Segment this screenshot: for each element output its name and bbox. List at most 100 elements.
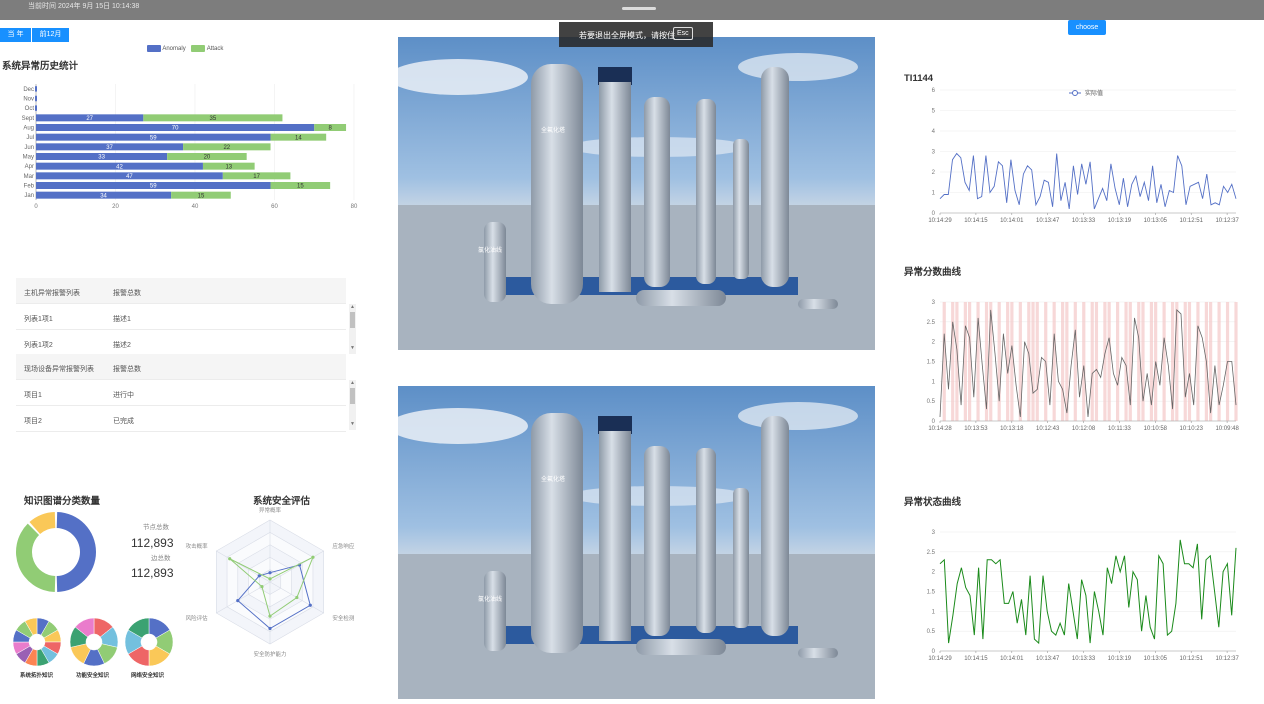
y-tick-label: 5 bbox=[932, 109, 936, 115]
ti1144-title: TI1144 bbox=[904, 73, 934, 84]
x-tick-label: 10:11:33 bbox=[1108, 426, 1132, 432]
ring-slice bbox=[74, 617, 95, 638]
anomaly-band bbox=[1006, 302, 1010, 421]
anomaly-band bbox=[942, 302, 946, 421]
ring-label-topology: 系统拓扑知识 bbox=[20, 673, 54, 679]
bar-value-label: 14 bbox=[295, 135, 302, 141]
x-tick-label: 60 bbox=[271, 204, 278, 210]
mini-ring-network bbox=[124, 617, 174, 667]
host-table-header-name: 主机异常报警列表 bbox=[24, 290, 80, 297]
x-tick-label: 20 bbox=[112, 204, 119, 210]
scrollbar-thumb[interactable] bbox=[350, 312, 355, 328]
table-header: 现场设备异常报警列表 报警总数 bbox=[16, 354, 346, 380]
y-tick-label: 2 bbox=[932, 170, 936, 176]
edge-total-label: 边总数 bbox=[151, 555, 171, 562]
last-12-months-button[interactable]: 前12月 bbox=[32, 28, 69, 42]
scroll-down-icon[interactable]: ▼ bbox=[350, 421, 355, 427]
radar-point bbox=[260, 585, 264, 589]
y-tick-label: Sept bbox=[22, 116, 35, 122]
anomaly-band bbox=[1187, 302, 1192, 421]
x-tick-label: 10:13:05 bbox=[1144, 218, 1168, 224]
x-tick-label: 10:10:23 bbox=[1180, 426, 1204, 432]
esc-key-badge: Esc bbox=[673, 27, 693, 40]
bar-segment bbox=[202, 162, 255, 170]
anomaly-band bbox=[1183, 302, 1187, 421]
anomaly-band bbox=[968, 302, 972, 421]
donut-slice bbox=[16, 523, 56, 592]
bar-value-label: 8 bbox=[328, 126, 332, 132]
bar-value-label: 13 bbox=[225, 164, 232, 170]
radar-point bbox=[228, 557, 232, 561]
plant-scene-graphic: 全氟化塔 氯化油线 bbox=[398, 386, 875, 699]
state-title: 异常状态曲线 bbox=[904, 497, 962, 508]
anomaly-band bbox=[1196, 302, 1200, 421]
anomaly-band bbox=[1065, 302, 1069, 421]
series-line bbox=[939, 539, 1237, 645]
x-tick-label: 10:13:05 bbox=[1144, 656, 1168, 662]
x-tick-label: 10:13:47 bbox=[1036, 218, 1060, 224]
radar-point bbox=[268, 614, 272, 618]
bar-segment bbox=[36, 143, 184, 151]
host-alarm-table: 主机异常报警列表 报警总数 列表1项1 描述1 列表1项2 描述2 ▲ ▼ bbox=[16, 278, 356, 356]
anomaly-band bbox=[1107, 302, 1111, 421]
bar-segment bbox=[314, 124, 347, 131]
table-row[interactable]: 列表1项2 描述2 bbox=[16, 330, 346, 356]
anomaly-score-chart: 0 0.5 1 1.5 2 2.5 3 10:14:28 10:13:53 10:13:18 10:… bbox=[927, 300, 1240, 432]
bar-segment bbox=[36, 114, 144, 122]
x-tick-label: 10:14:01 bbox=[1000, 218, 1024, 224]
plant-3d-view-bottom[interactable]: 全氟化塔 氯化油线 bbox=[398, 386, 875, 699]
x-tick-label: 10:13:18 bbox=[1000, 426, 1024, 432]
cell-status: 进行中 bbox=[113, 392, 134, 399]
anomaly-band bbox=[1116, 302, 1120, 421]
bar-value-label: 17 bbox=[253, 174, 260, 180]
legend-attack: Attack bbox=[206, 46, 224, 53]
scroll-down-icon[interactable]: ▼ bbox=[350, 345, 355, 351]
host-table-header-count: 报警总数 bbox=[113, 290, 141, 297]
scrollbar[interactable]: ▲ ▼ bbox=[349, 380, 356, 430]
anomaly-band bbox=[1090, 302, 1094, 421]
anomaly-band bbox=[1052, 302, 1056, 421]
anomaly-band bbox=[1209, 302, 1213, 421]
plant-3d-view-top[interactable]: 全氟化塔 氯化油线 bbox=[398, 37, 875, 350]
edge-total-value: 112,893 bbox=[131, 566, 174, 580]
cell-name: 项目2 bbox=[24, 418, 42, 425]
table-row[interactable]: 项目2 已完成 bbox=[16, 406, 346, 432]
anomaly-band bbox=[1035, 302, 1039, 421]
scrollbar-thumb[interactable] bbox=[350, 388, 355, 404]
y-tick-label: Nov bbox=[23, 97, 34, 103]
bar-segment bbox=[270, 182, 331, 189]
x-tick-label: 40 bbox=[192, 204, 199, 210]
y-tick-label: 0.5 bbox=[927, 629, 936, 635]
scrollbar[interactable]: ▲ ▼ bbox=[349, 304, 356, 354]
table-row[interactable]: 列表1项1 描述1 bbox=[16, 304, 346, 330]
radar-point bbox=[236, 599, 240, 603]
y-tick-label: 4 bbox=[932, 129, 936, 135]
choose-button[interactable]: choose bbox=[1068, 20, 1106, 35]
bar-segment bbox=[36, 153, 168, 160]
history-legend: Anomaly Attack bbox=[147, 45, 223, 52]
x-tick-label: 10:13:19 bbox=[1108, 218, 1132, 224]
anomaly-band bbox=[1031, 302, 1035, 421]
y-tick-label: 6 bbox=[932, 88, 936, 94]
anomaly-band bbox=[989, 302, 993, 421]
anomaly-band bbox=[984, 302, 989, 421]
radar-indicator-label: 异常概率 bbox=[259, 506, 282, 514]
radar-indicator-label: 安全检测 bbox=[332, 614, 355, 622]
anomaly-band bbox=[1217, 302, 1221, 421]
bar-empty bbox=[35, 95, 37, 102]
bar-value-label: 33 bbox=[98, 155, 105, 161]
y-tick-label: 2.5 bbox=[927, 320, 936, 326]
x-tick-label: 10:14:15 bbox=[964, 656, 988, 662]
top-status-bar: 当前时间 2024年 9月 15日 10:14:38 bbox=[0, 0, 1264, 20]
scroll-up-icon[interactable]: ▲ bbox=[350, 304, 355, 310]
current-year-button[interactable]: 当 年 bbox=[0, 28, 31, 42]
cell-name: 列表1项1 bbox=[24, 316, 53, 323]
scroll-up-icon[interactable]: ▲ bbox=[350, 380, 355, 386]
x-tick-label: 10:10:58 bbox=[1144, 426, 1168, 432]
anomaly-band bbox=[963, 302, 967, 421]
table-row[interactable]: 项目1 进行中 bbox=[16, 380, 346, 406]
bar-value-label: 15 bbox=[297, 184, 304, 190]
y-tick-label: 1 bbox=[932, 379, 936, 385]
donut-slice bbox=[56, 512, 97, 592]
drag-handle[interactable] bbox=[622, 7, 656, 10]
